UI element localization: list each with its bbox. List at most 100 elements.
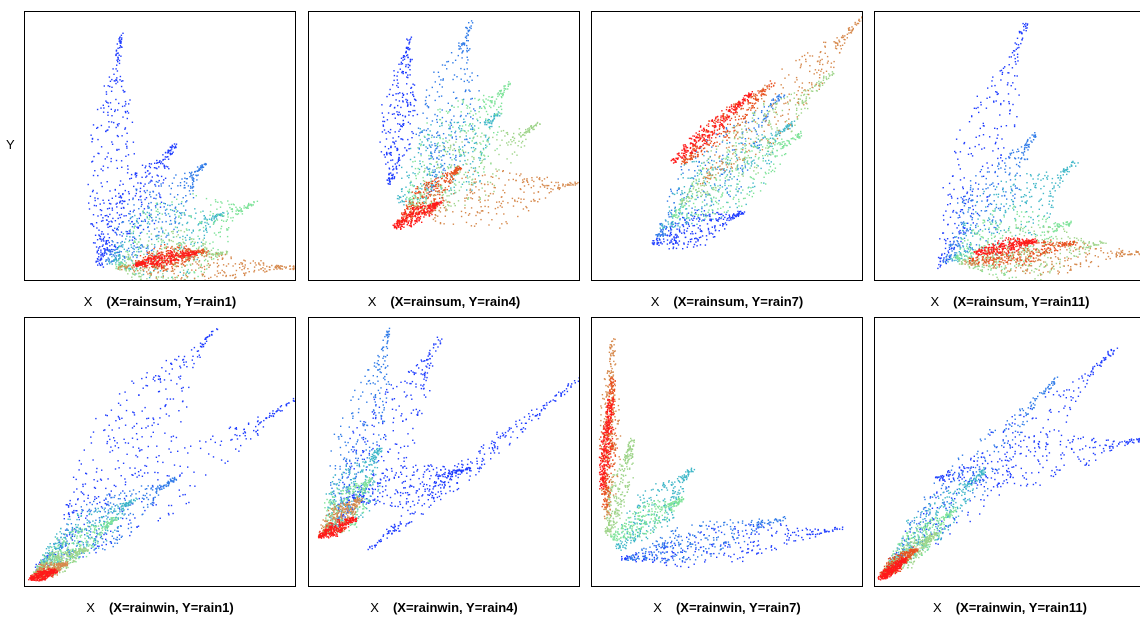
data-point	[494, 207, 497, 210]
data-point	[205, 252, 207, 254]
data-point	[215, 218, 218, 220]
data-point	[202, 243, 205, 245]
data-point	[127, 191, 130, 193]
data-point	[209, 214, 211, 216]
data-point	[103, 240, 105, 242]
data-point	[431, 204, 433, 207]
data-point	[94, 170, 96, 172]
data-point	[668, 216, 670, 218]
data-point	[689, 238, 692, 241]
data-point	[212, 258, 215, 260]
data-point	[210, 218, 213, 221]
data-point	[185, 275, 187, 277]
data-point	[178, 215, 180, 217]
data-point	[725, 133, 727, 135]
data-point	[111, 141, 113, 143]
data-point	[409, 39, 411, 41]
data-point	[391, 113, 394, 115]
data-point	[107, 111, 109, 114]
data-point	[414, 220, 416, 222]
data-point	[523, 145, 526, 147]
data-point	[389, 151, 392, 154]
data-point	[191, 250, 193, 252]
data-point	[442, 149, 444, 151]
data-point	[191, 240, 194, 243]
data-point	[670, 234, 673, 236]
data-point	[440, 150, 442, 152]
data-point	[407, 48, 409, 50]
data-point	[116, 134, 119, 137]
data-point	[397, 160, 399, 163]
data-point	[179, 271, 181, 273]
data-point	[190, 238, 192, 240]
data-point	[410, 201, 413, 203]
data-point	[119, 264, 121, 266]
data-point	[244, 260, 246, 262]
data-point	[152, 262, 154, 264]
data-point	[157, 240, 160, 243]
data-point	[433, 165, 435, 168]
data-point	[175, 146, 177, 149]
data-point	[161, 221, 164, 223]
data-point	[454, 204, 456, 207]
data-point	[140, 199, 142, 201]
data-point	[494, 100, 496, 102]
data-point	[118, 62, 121, 65]
data-point	[456, 170, 458, 173]
data-point	[473, 136, 475, 138]
data-point	[183, 212, 185, 214]
data-point	[200, 167, 203, 169]
data-point	[114, 110, 116, 113]
data-point	[292, 265, 294, 268]
data-point	[111, 197, 113, 199]
data-point	[163, 259, 165, 261]
data-point	[728, 194, 730, 196]
data-point	[119, 234, 121, 236]
data-point	[473, 128, 475, 130]
data-point	[772, 98, 774, 100]
data-point	[119, 268, 121, 271]
data-point	[436, 147, 438, 149]
data-point	[423, 144, 425, 146]
data-point	[393, 113, 395, 115]
data-point	[397, 82, 399, 84]
data-point	[137, 264, 140, 267]
data-point	[231, 220, 234, 222]
data-point	[196, 179, 198, 181]
data-point	[405, 65, 407, 68]
data-point	[517, 145, 519, 147]
data-point	[188, 251, 190, 254]
data-point	[102, 169, 104, 172]
data-point	[432, 186, 434, 188]
data-point	[438, 134, 441, 136]
data-point	[161, 248, 163, 250]
data-point	[203, 163, 205, 166]
data-point	[425, 102, 427, 105]
data-point	[565, 184, 567, 186]
data-point	[127, 257, 130, 259]
data-point	[207, 260, 209, 262]
data-point	[414, 220, 417, 222]
data-point	[241, 262, 244, 264]
data-point	[424, 99, 427, 102]
data-point	[217, 258, 219, 261]
data-point	[97, 258, 99, 261]
data-point	[490, 106, 492, 109]
data-point	[118, 254, 121, 256]
data-point	[428, 183, 430, 185]
data-point	[722, 169, 725, 171]
data-point	[149, 191, 151, 193]
data-point	[406, 218, 408, 220]
data-point	[118, 192, 120, 195]
data-point	[418, 211, 420, 213]
data-point	[389, 181, 391, 183]
data-point	[425, 197, 427, 200]
data-point	[541, 180, 543, 182]
data-point	[91, 160, 94, 162]
data-point	[449, 126, 451, 128]
data-point	[206, 219, 208, 222]
data-point	[227, 263, 230, 265]
data-point	[416, 211, 418, 213]
data-point	[426, 212, 428, 214]
data-point	[464, 151, 467, 153]
